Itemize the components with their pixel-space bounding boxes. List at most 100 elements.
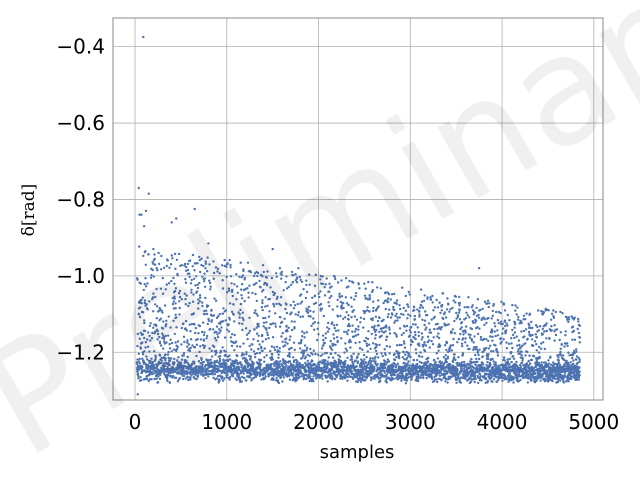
data-point xyxy=(204,260,207,263)
data-point xyxy=(293,320,296,323)
data-point xyxy=(477,353,480,357)
data-point xyxy=(577,320,580,323)
data-point xyxy=(242,318,245,322)
data-point xyxy=(229,366,233,369)
data-point xyxy=(516,318,520,321)
data-point xyxy=(184,297,187,301)
data-point xyxy=(562,354,565,357)
data-point xyxy=(572,359,575,362)
data-point xyxy=(528,354,531,357)
data-point xyxy=(499,311,502,315)
data-point xyxy=(304,355,307,358)
data-points xyxy=(135,35,582,396)
data-point xyxy=(162,266,166,269)
data-point xyxy=(403,358,406,361)
data-point xyxy=(494,344,497,347)
data-point xyxy=(158,377,162,381)
data-point xyxy=(285,337,288,340)
data-point xyxy=(200,301,204,304)
data-point xyxy=(577,375,581,379)
data-point xyxy=(295,281,299,284)
data-point xyxy=(340,375,343,378)
data-point xyxy=(208,281,212,285)
data-point xyxy=(186,339,189,342)
data-point xyxy=(496,354,500,357)
data-point xyxy=(334,361,338,364)
data-point xyxy=(223,264,226,268)
data-point xyxy=(487,357,490,361)
data-point xyxy=(408,329,412,332)
data-point xyxy=(440,326,443,329)
data-point xyxy=(386,315,389,319)
data-point xyxy=(274,368,277,371)
data-point xyxy=(409,343,413,346)
data-point xyxy=(283,368,286,372)
data-point xyxy=(420,338,423,341)
data-point xyxy=(515,360,518,364)
data-point xyxy=(230,310,234,313)
data-point xyxy=(512,357,516,360)
data-point xyxy=(191,253,195,257)
data-point xyxy=(203,272,206,275)
data-point xyxy=(216,359,219,362)
data-point xyxy=(314,352,317,356)
data-point xyxy=(444,316,448,319)
data-point xyxy=(317,333,320,336)
data-point xyxy=(177,292,181,295)
data-point xyxy=(544,368,547,371)
data-point xyxy=(396,362,400,365)
data-point xyxy=(362,362,365,366)
data-point xyxy=(174,287,178,290)
data-point xyxy=(184,377,187,380)
data-point xyxy=(461,352,465,355)
data-point xyxy=(183,292,186,295)
data-point xyxy=(354,327,358,331)
data-point xyxy=(276,368,279,371)
data-point xyxy=(215,377,218,380)
data-point xyxy=(167,373,170,377)
data-point xyxy=(575,350,578,353)
data-point xyxy=(491,335,494,338)
data-point xyxy=(156,330,159,333)
data-point xyxy=(558,363,562,366)
data-point xyxy=(376,375,380,379)
data-point xyxy=(284,367,287,370)
data-point xyxy=(310,324,313,328)
data-point xyxy=(187,343,191,346)
data-point xyxy=(262,288,265,292)
data-point xyxy=(174,302,177,305)
data-point xyxy=(166,365,169,369)
data-point xyxy=(554,333,558,337)
data-point xyxy=(150,378,153,381)
data-point xyxy=(235,273,238,276)
data-point xyxy=(291,374,294,377)
data-point xyxy=(417,373,420,376)
data-point xyxy=(453,332,456,335)
data-point xyxy=(279,360,282,363)
data-point xyxy=(524,354,527,357)
data-point xyxy=(409,314,412,317)
data-point xyxy=(559,379,562,382)
data-point xyxy=(481,307,484,310)
data-point xyxy=(366,298,370,301)
data-point xyxy=(274,312,277,315)
data-point xyxy=(373,328,376,331)
data-point xyxy=(254,375,257,379)
data-point xyxy=(516,350,520,353)
data-point xyxy=(431,301,434,304)
data-point xyxy=(239,361,242,364)
data-point xyxy=(189,375,192,379)
data-point xyxy=(477,313,480,317)
data-point xyxy=(553,339,556,342)
data-point xyxy=(212,328,215,331)
data-point xyxy=(146,282,149,285)
data-point xyxy=(167,334,170,337)
data-point xyxy=(175,349,178,353)
data-point xyxy=(483,323,486,327)
data-point xyxy=(184,269,188,272)
data-point xyxy=(395,344,399,347)
data-point xyxy=(157,251,160,255)
data-point xyxy=(292,307,296,310)
data-point xyxy=(314,301,318,305)
data-point xyxy=(220,365,224,368)
